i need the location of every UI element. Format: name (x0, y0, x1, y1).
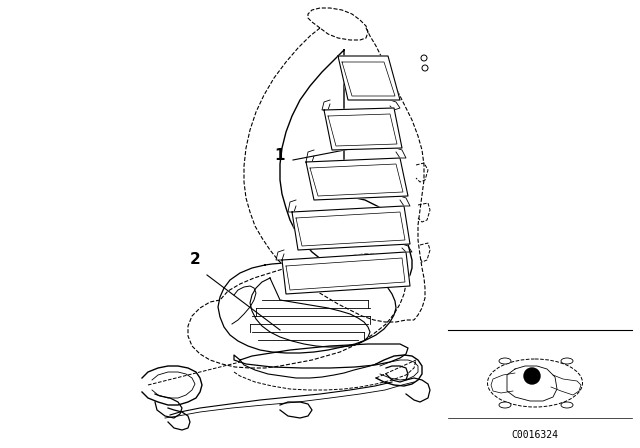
Ellipse shape (561, 358, 573, 364)
Polygon shape (282, 252, 410, 294)
Text: C0016324: C0016324 (511, 430, 559, 440)
Ellipse shape (499, 402, 511, 408)
Polygon shape (306, 158, 408, 200)
Text: 2: 2 (189, 253, 200, 267)
Text: 1: 1 (275, 147, 285, 163)
Ellipse shape (561, 402, 573, 408)
Polygon shape (292, 206, 410, 250)
Circle shape (524, 368, 540, 384)
Ellipse shape (499, 358, 511, 364)
Polygon shape (324, 108, 402, 150)
Polygon shape (338, 56, 400, 100)
